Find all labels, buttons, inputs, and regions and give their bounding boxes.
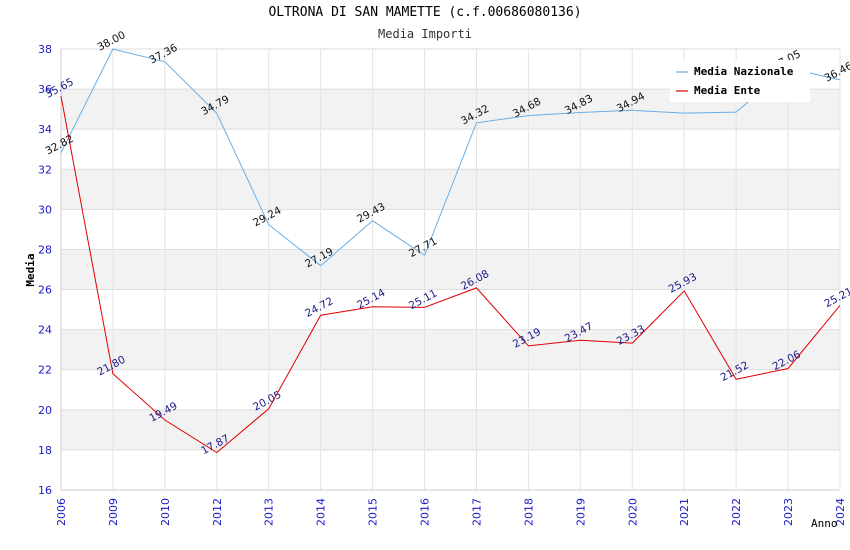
- data-label-media-ente: 24.72: [303, 295, 335, 320]
- grid-band: [61, 409, 840, 450]
- x-tick-label: 2006: [55, 498, 68, 526]
- legend: Media Nazionale Media Ente: [670, 60, 810, 102]
- y-tick-label: 18: [38, 444, 52, 457]
- x-axis-title: Anno: [811, 517, 838, 530]
- y-tick-label: 34: [38, 123, 52, 136]
- y-tick-label: 36: [38, 83, 52, 96]
- x-tick-label: 2021: [678, 498, 691, 526]
- y-tick-label: 24: [38, 324, 52, 337]
- x-tick-label: 2018: [522, 498, 535, 526]
- y-tick-label: 16: [38, 484, 52, 497]
- x-tick-label: 2012: [211, 498, 224, 526]
- x-tick-label: 2019: [574, 498, 587, 526]
- y-tick-label: 32: [38, 163, 52, 176]
- y-axis-title: Media: [24, 253, 37, 286]
- data-label-media-ente: 25.11: [407, 287, 439, 312]
- x-tick-label: 2009: [107, 498, 120, 526]
- y-tick-label: 22: [38, 364, 52, 377]
- x-tick-label: 2023: [782, 498, 795, 526]
- y-tick-label: 20: [38, 404, 52, 417]
- grid-band: [61, 329, 840, 370]
- legend-label-media-ente: Media Ente: [694, 84, 761, 97]
- grid-band: [61, 249, 840, 290]
- y-tick-label: 38: [38, 43, 52, 56]
- data-label-media-nazionale: 32.82: [44, 133, 76, 158]
- x-tick-label: 2017: [470, 498, 483, 526]
- y-tick-label: 26: [38, 284, 52, 297]
- legend-box: [670, 60, 810, 102]
- y-tick-label: 28: [38, 243, 52, 256]
- legend-label-media-nazionale: Media Nazionale: [694, 65, 794, 78]
- x-tick-label: 2016: [419, 498, 432, 526]
- data-label-media-nazionale: 38.00: [95, 29, 127, 54]
- series-line-media-ente: [60, 96, 841, 454]
- data-label-media-ente: 25.14: [355, 287, 387, 312]
- x-tick-label: 2010: [159, 498, 172, 526]
- chart-subtitle: Media Importi: [378, 27, 472, 41]
- data-label-media-nazionale: 36.46: [823, 60, 850, 85]
- x-tick-label: 2015: [367, 498, 380, 526]
- series-line-media-nazionale: [60, 48, 841, 267]
- chart-title: OLTRONA DI SAN MAMETTE (c.f.00686080136): [268, 5, 582, 20]
- y-tick-label: 30: [38, 203, 52, 216]
- x-tick-label: 2020: [626, 498, 639, 526]
- x-tick-label: 2013: [263, 498, 276, 526]
- x-tick-label: 2024: [834, 498, 847, 526]
- x-tick-label: 2022: [730, 498, 743, 526]
- data-label-media-nazionale: 37.36: [147, 42, 179, 67]
- x-tick-label: 2014: [315, 498, 328, 526]
